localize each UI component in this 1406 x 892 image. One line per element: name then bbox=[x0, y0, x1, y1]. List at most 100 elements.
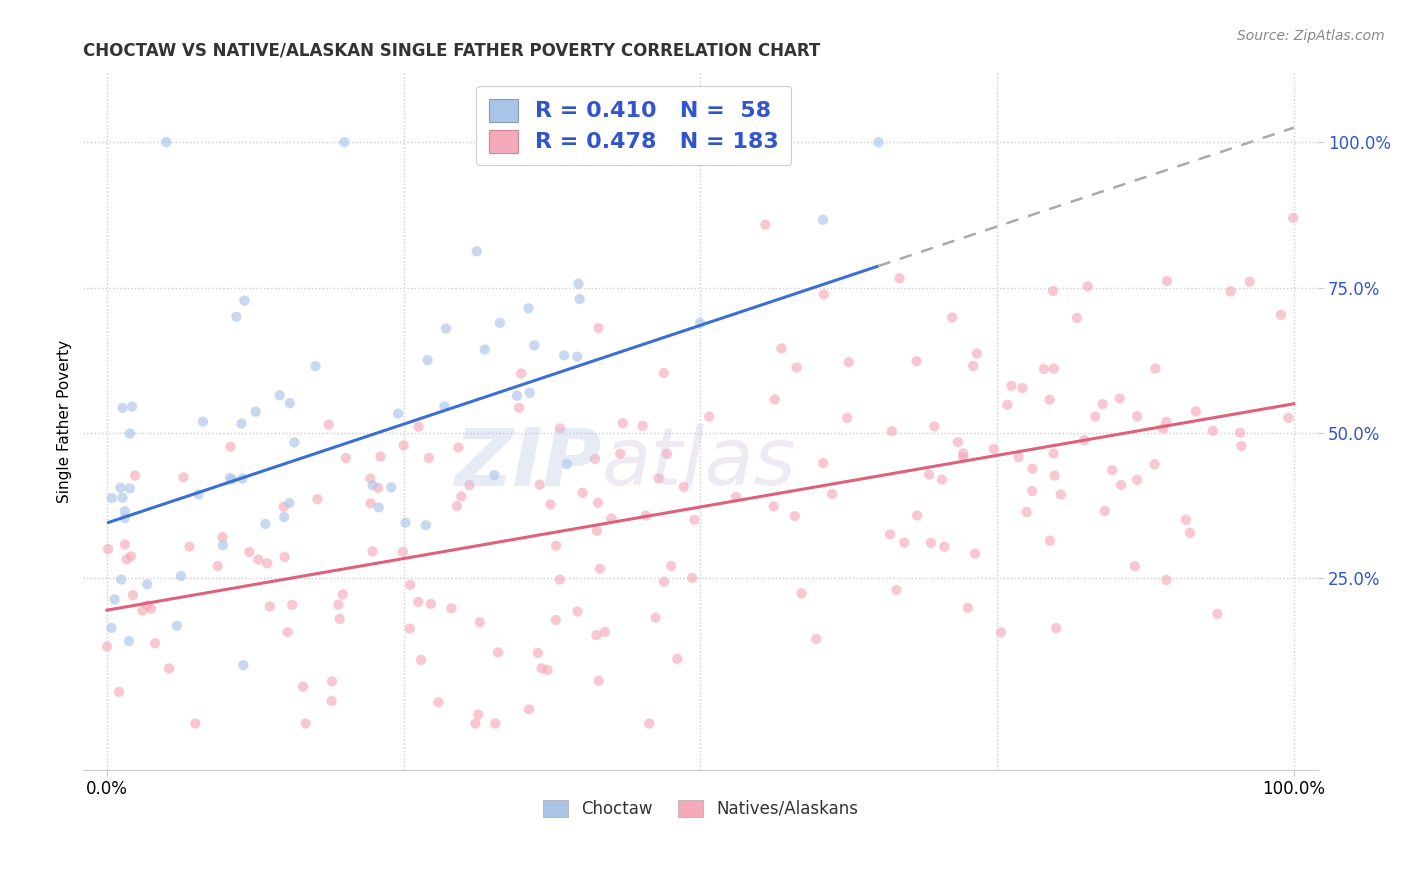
Point bbox=[681, 571, 703, 585]
Legend: Choctaw, Natives/Alaskans: Choctaw, Natives/Alaskans bbox=[536, 793, 865, 824]
Point bbox=[464, 716, 486, 731]
Point bbox=[427, 695, 450, 709]
Point bbox=[361, 544, 384, 558]
Point bbox=[1101, 463, 1123, 477]
Point bbox=[593, 625, 616, 640]
Point bbox=[1039, 533, 1062, 548]
Point bbox=[510, 367, 533, 381]
Point bbox=[391, 545, 413, 559]
Point bbox=[273, 500, 295, 514]
Point bbox=[630, 135, 652, 149]
Point bbox=[659, 559, 682, 574]
Point bbox=[398, 622, 420, 636]
Point bbox=[530, 661, 553, 675]
Point bbox=[811, 456, 834, 470]
Point bbox=[512, 135, 534, 149]
Point bbox=[1066, 310, 1088, 325]
Point bbox=[131, 604, 153, 618]
Point bbox=[136, 599, 159, 613]
Point bbox=[399, 578, 422, 592]
Point bbox=[952, 450, 974, 464]
Point bbox=[588, 321, 610, 335]
Point bbox=[219, 471, 242, 485]
Point bbox=[361, 478, 384, 492]
Point bbox=[1270, 308, 1292, 322]
Point bbox=[548, 573, 571, 587]
Point bbox=[609, 447, 631, 461]
Point bbox=[1174, 513, 1197, 527]
Point bbox=[770, 342, 793, 356]
Point bbox=[170, 569, 193, 583]
Point bbox=[655, 447, 678, 461]
Point bbox=[783, 509, 806, 524]
Point bbox=[527, 646, 550, 660]
Point bbox=[360, 496, 382, 510]
Point bbox=[387, 407, 409, 421]
Point bbox=[544, 613, 567, 627]
Point bbox=[1185, 404, 1208, 418]
Point bbox=[103, 592, 125, 607]
Point bbox=[837, 411, 859, 425]
Point bbox=[269, 388, 291, 402]
Point bbox=[221, 473, 243, 487]
Point bbox=[292, 680, 315, 694]
Point bbox=[380, 480, 402, 494]
Text: CHOCTAW VS NATIVE/ALASKAN SINGLE FATHER POVERTY CORRELATION CHART: CHOCTAW VS NATIVE/ALASKAN SINGLE FATHER … bbox=[83, 42, 821, 60]
Point bbox=[952, 446, 974, 460]
Point bbox=[1202, 424, 1225, 438]
Point bbox=[114, 511, 136, 525]
Point bbox=[486, 645, 509, 659]
Point bbox=[965, 547, 987, 561]
Point bbox=[418, 450, 440, 465]
Point bbox=[367, 481, 389, 495]
Point bbox=[689, 316, 711, 330]
Point bbox=[924, 419, 946, 434]
Point bbox=[666, 652, 689, 666]
Point bbox=[191, 415, 214, 429]
Point bbox=[941, 310, 963, 325]
Point bbox=[1126, 473, 1149, 487]
Point bbox=[634, 508, 657, 523]
Point bbox=[838, 355, 860, 369]
Point bbox=[394, 516, 416, 530]
Point bbox=[956, 600, 979, 615]
Point bbox=[1230, 439, 1253, 453]
Point bbox=[416, 353, 439, 368]
Point bbox=[1007, 450, 1029, 464]
Point bbox=[1021, 484, 1043, 499]
Point bbox=[458, 478, 481, 492]
Point bbox=[517, 301, 540, 316]
Point bbox=[568, 292, 591, 306]
Point bbox=[725, 490, 748, 504]
Point bbox=[97, 542, 120, 557]
Point bbox=[983, 442, 1005, 456]
Point bbox=[225, 310, 247, 324]
Point bbox=[101, 491, 124, 505]
Point bbox=[1219, 285, 1241, 299]
Point bbox=[294, 716, 316, 731]
Point bbox=[245, 405, 267, 419]
Point bbox=[136, 577, 159, 591]
Point bbox=[446, 499, 468, 513]
Point bbox=[406, 595, 429, 609]
Point bbox=[484, 468, 506, 483]
Point bbox=[232, 658, 254, 673]
Point bbox=[277, 625, 299, 640]
Point bbox=[1042, 446, 1064, 460]
Point bbox=[281, 598, 304, 612]
Point bbox=[273, 510, 295, 524]
Point bbox=[447, 441, 470, 455]
Point bbox=[321, 694, 343, 708]
Point bbox=[256, 556, 278, 570]
Point bbox=[121, 400, 143, 414]
Point bbox=[211, 530, 233, 544]
Point bbox=[868, 135, 890, 149]
Point bbox=[1091, 397, 1114, 411]
Point bbox=[647, 471, 669, 485]
Point bbox=[1144, 361, 1167, 376]
Point bbox=[335, 450, 357, 465]
Point bbox=[966, 346, 988, 360]
Point bbox=[408, 419, 430, 434]
Point bbox=[806, 632, 828, 646]
Point bbox=[247, 552, 270, 566]
